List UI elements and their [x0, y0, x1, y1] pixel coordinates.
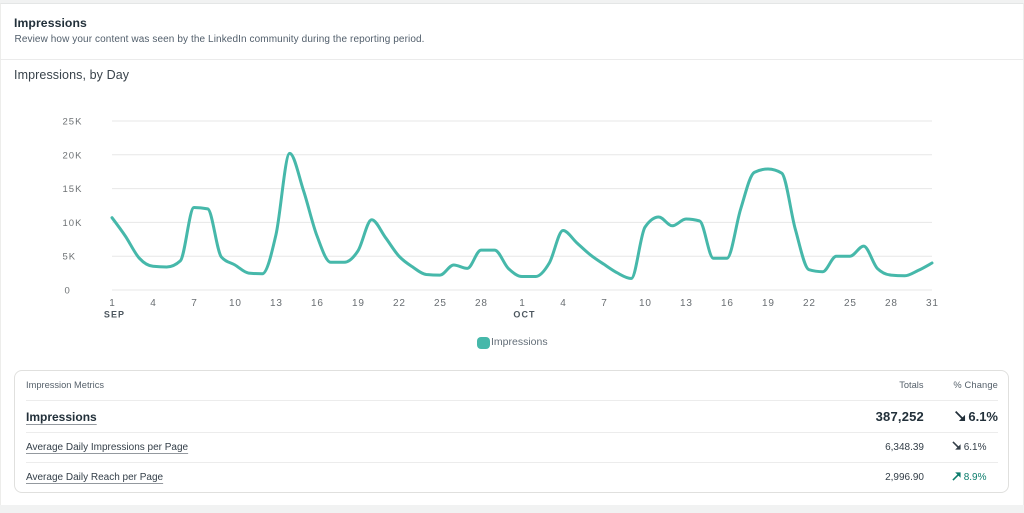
- svg-text:7: 7: [191, 298, 197, 309]
- svg-text:1: 1: [519, 298, 525, 309]
- svg-text:7: 7: [601, 298, 607, 309]
- svg-text:5K: 5K: [63, 252, 77, 263]
- svg-text:OCT: OCT: [513, 310, 535, 320]
- svg-text:0: 0: [65, 286, 71, 297]
- svg-text:25: 25: [844, 298, 857, 309]
- svg-text:13: 13: [270, 298, 283, 309]
- svg-text:SEP: SEP: [104, 310, 125, 320]
- svg-text:16: 16: [721, 298, 734, 309]
- svg-text:25: 25: [434, 298, 447, 309]
- svg-text:4: 4: [150, 298, 156, 309]
- svg-text:22: 22: [803, 298, 816, 309]
- svg-text:10K: 10K: [63, 218, 83, 229]
- svg-text:4: 4: [560, 298, 566, 309]
- svg-text:19: 19: [352, 298, 365, 309]
- svg-text:15K: 15K: [63, 184, 83, 195]
- svg-text:25K: 25K: [63, 117, 83, 128]
- svg-text:10: 10: [639, 298, 652, 309]
- svg-text:20K: 20K: [63, 150, 83, 161]
- svg-text:19: 19: [762, 298, 775, 309]
- svg-text:28: 28: [885, 298, 898, 309]
- svg-text:31: 31: [926, 298, 939, 309]
- svg-text:10: 10: [229, 298, 242, 309]
- svg-text:16: 16: [311, 298, 324, 309]
- svg-text:22: 22: [393, 298, 406, 309]
- svg-text:13: 13: [680, 298, 693, 309]
- svg-text:1: 1: [109, 298, 115, 309]
- svg-text:28: 28: [475, 298, 488, 309]
